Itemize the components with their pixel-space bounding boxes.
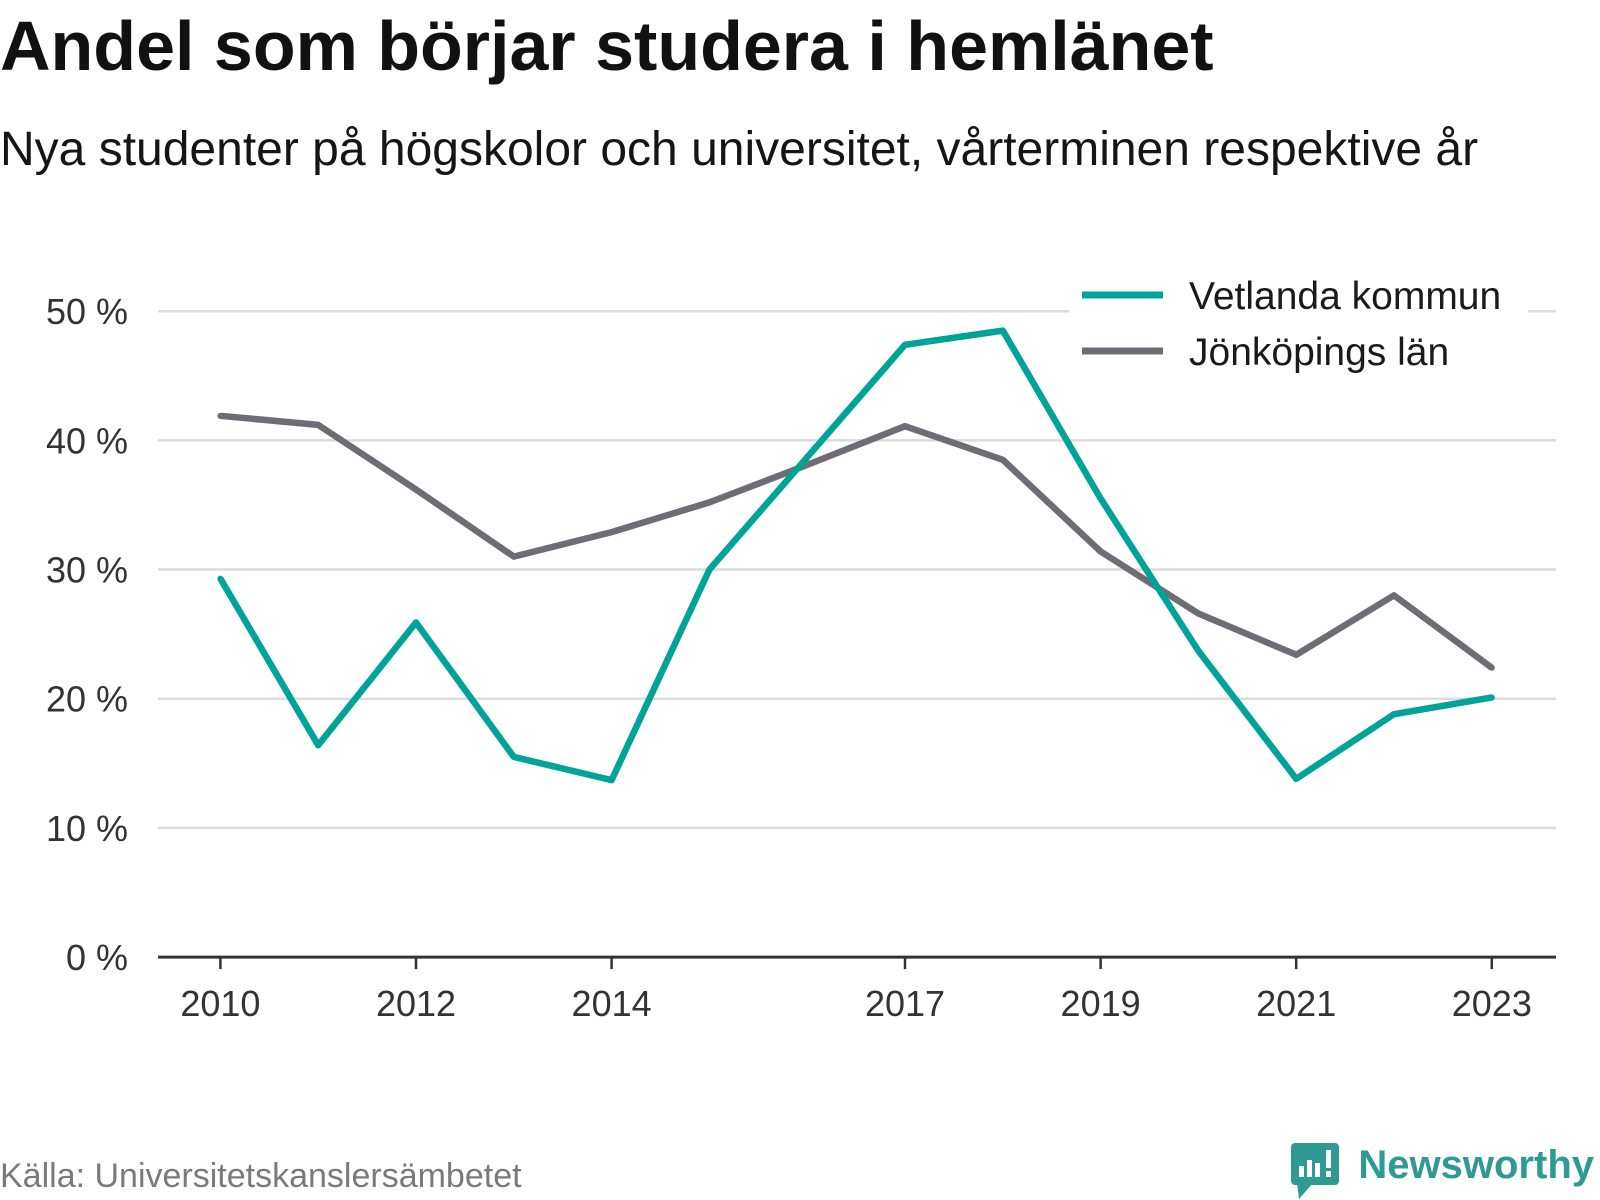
brand-name: Newsworthy [1358, 1143, 1594, 1187]
data-point-vetlanda-kommun-2021 [1293, 775, 1300, 782]
x-tick-label: 2012 [376, 983, 456, 1024]
legend-background [1069, 268, 1528, 380]
data-point-jonkopings-lan-2019 [1097, 548, 1104, 555]
data-point-jonkopings-lan-2021 [1293, 651, 1300, 658]
data-point-vetlanda-kommun-2019 [1097, 495, 1104, 502]
logo-bar [1315, 1163, 1320, 1177]
data-point-jonkopings-lan-2012 [413, 486, 419, 493]
x-tick-label: 2017 [865, 983, 945, 1024]
legend-item-vetlanda-kommun: Vetlanda kommun [1082, 275, 1501, 318]
data-point-vetlanda-kommun-2023 [1488, 694, 1495, 701]
data-point-vetlanda-kommun-2012 [413, 619, 419, 626]
x-tick-label: 2021 [1256, 983, 1336, 1024]
y-axis-tick-labels: 0 % 10 % 20 % 30 % 40 % 50 % [46, 291, 128, 978]
legend-label-jonkopings-lan: Jönköpings län [1189, 331, 1449, 374]
data-point-jonkopings-lan-2015 [706, 499, 713, 506]
series-vetlanda-kommun [217, 327, 1495, 784]
legend: Vetlanda kommun Jönköpings län [1069, 268, 1528, 380]
brand-logo: Newsworthy [1291, 1143, 1595, 1199]
x-tick-label: 2010 [180, 983, 260, 1024]
data-point-jonkopings-lan-2020 [1195, 610, 1202, 617]
data-point-vetlanda-kommun-2018 [999, 327, 1006, 334]
chart-subtitle: Nya studenter på högskolor och universit… [0, 123, 1478, 176]
plot-series [217, 327, 1495, 784]
data-point-vetlanda-kommun-2011 [315, 742, 322, 749]
y-tick-label: 20 % [46, 679, 128, 720]
x-tick-label: 2014 [572, 983, 652, 1024]
data-point-jonkopings-lan-2023 [1488, 664, 1495, 671]
series-jonkopings-lan [217, 412, 1495, 671]
logo-exclamation-dot [1326, 1171, 1331, 1177]
data-point-jonkopings-lan-2013 [510, 553, 517, 560]
data-point-jonkopings-lan-2011 [315, 421, 322, 428]
data-point-jonkopings-lan-2017 [902, 423, 908, 430]
x-axis-ticks: 2010 2012 2014 2017 2019 2021 2023 [180, 957, 1532, 1024]
data-point-jonkopings-lan-2014 [608, 529, 615, 536]
data-point-vetlanda-kommun-2010 [217, 575, 224, 582]
data-point-jonkopings-lan-2018 [999, 456, 1006, 463]
legend-item-jonkopings-lan: Jönköpings län [1082, 331, 1449, 374]
logo-bar [1307, 1160, 1312, 1177]
newsworthy-logo-icon [1291, 1143, 1339, 1199]
data-point-vetlanda-kommun-2022 [1391, 711, 1397, 718]
y-tick-label: 50 % [46, 291, 128, 332]
series-line-jonkopings-lan [220, 412, 1494, 671]
data-point-jonkopings-lan-2010 [217, 412, 224, 419]
logo-exclamation-bar [1326, 1150, 1331, 1168]
gridlines [158, 309, 1556, 830]
source-note: Källa: Universitetskanslersämbetet [0, 1157, 522, 1195]
y-tick-label: 30 % [46, 550, 128, 591]
data-point-jonkopings-lan-2022 [1391, 592, 1397, 599]
data-point-vetlanda-kommun-2017 [902, 341, 908, 348]
series-line-vetlanda-kommun [217, 327, 1493, 784]
legend-label-vetlanda-kommun: Vetlanda kommun [1189, 275, 1501, 318]
data-point-vetlanda-kommun-2016 [804, 454, 811, 461]
y-tick-label: 0 % [66, 937, 128, 978]
y-tick-label: 10 % [46, 808, 128, 849]
x-tick-label: 2019 [1061, 983, 1141, 1024]
data-point-vetlanda-kommun-2014 [608, 777, 615, 784]
logo-bubble-tail [1297, 1183, 1313, 1199]
y-tick-label: 40 % [46, 420, 128, 461]
x-tick-label: 2023 [1452, 983, 1532, 1024]
chart-title: Andel som börjar studera i hemlänet [0, 7, 1214, 85]
logo-bar [1299, 1166, 1304, 1177]
data-point-vetlanda-kommun-2013 [510, 753, 517, 760]
data-point-vetlanda-kommun-2015 [706, 566, 713, 573]
data-point-vetlanda-kommun-2020 [1195, 647, 1202, 654]
